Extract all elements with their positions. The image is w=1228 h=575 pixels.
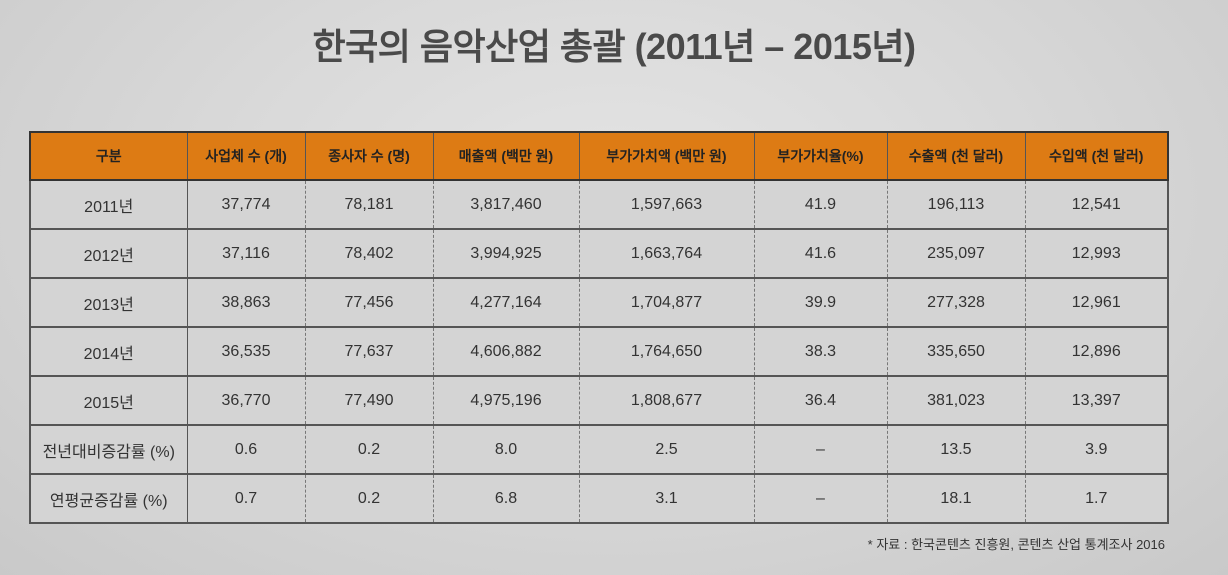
header-value-added: 부가가치액 (백만 원) [579,131,755,181]
cell-value-added-rate: 41.9 [754,180,888,230]
cell-sales: 4,277,164 [433,278,580,328]
table-row: 2013년 38,863 77,456 4,277,164 1,704,877 39.9 2… [29,278,1169,328]
cell-value-added: 1,764,650 [579,327,755,377]
cell-employees: 78,402 [305,229,434,279]
cell-value-added: 1,704,877 [579,278,755,328]
header-value-added-rate: 부가가치율(%) [754,131,888,181]
cell-value-added-rate: 36.4 [754,376,888,426]
cell-category: 연평균증감률 (%) [29,474,188,524]
cell-imports: 13,397 [1025,376,1169,426]
cell-employees: 77,456 [305,278,434,328]
cell-businesses: 37,116 [187,229,306,279]
cell-value-added-rate: 38.3 [754,327,888,377]
table-row: 연평균증감률 (%) 0.7 0.2 6.8 3.1–18.1 1.7 [29,474,1169,524]
cell-businesses: 0.7 [187,474,306,524]
cell-businesses: 36,535 [187,327,306,377]
cell-sales: 3,994,925 [433,229,580,279]
cell-employees: 0.2 [305,425,434,475]
cell-businesses: 38,863 [187,278,306,328]
cell-value-added: 2.5 [579,425,755,475]
cell-exports: 196,113 [887,180,1026,230]
header-employees: 종사자 수 (명) [305,131,434,181]
cell-imports: 12,541 [1025,180,1169,230]
cell-exports: 277,328 [887,278,1026,328]
header-exports: 수출액 (천 달러) [887,131,1026,181]
cell-exports: 335,650 [887,327,1026,377]
cell-exports: 381,023 [887,376,1026,426]
cell-sales: 4,606,882 [433,327,580,377]
cell-businesses: 36,770 [187,376,306,426]
table-row: 2014년 36,535 77,637 4,606,882 1,764,650 38.3 3… [29,327,1169,377]
cell-exports: 18.1 [887,474,1026,524]
cell-value-added-rate: 41.6 [754,229,888,279]
cell-employees: 78,181 [305,180,434,230]
page-title: 한국의 음악산업 총괄 (2011년 – 2015년) [312,26,916,67]
cell-value-added: 1,808,677 [579,376,755,426]
table-row: 2011년 37,774 78,181 3,817,460 1,597,663 41.9 1… [29,180,1169,230]
cell-category: 2014년 [29,327,188,377]
table-row: 2015년 36,770 77,490 4,975,196 1,808,677 36.4 3… [29,376,1169,426]
cell-sales: 6.8 [433,474,580,524]
cell-imports: 12,961 [1025,278,1169,328]
cell-value-added: 1,597,663 [579,180,755,230]
cell-imports: 1.7 [1025,474,1169,524]
cell-value-added: 3.1 [579,474,755,524]
cell-employees: 0.2 [305,474,434,524]
cell-imports: 3.9 [1025,425,1169,475]
cell-value-added-rate: – [754,474,888,524]
cell-sales: 4,975,196 [433,376,580,426]
cell-value-added-rate: 39.9 [754,278,888,328]
source-note: * 자료 : 한국콘텐츠 진흥원, 콘텐츠 산업 통계조사 2016 [867,537,1165,552]
cell-businesses: 37,774 [187,180,306,230]
cell-category: 2013년 [29,278,188,328]
music-industry-table: 구분 사업체 수 (개) 종사자 수 (명) 매출액 (백만 원) 부가가치액 … [29,131,1169,524]
table-header-row: 구분 사업체 수 (개) 종사자 수 (명) 매출액 (백만 원) 부가가치액 … [29,131,1169,181]
cell-imports: 12,993 [1025,229,1169,279]
cell-category: 2011년 [29,180,188,230]
cell-sales: 3,817,460 [433,180,580,230]
table-row: 2012년 37,116 78,402 3,994,925 1,663,764 41.6 2… [29,229,1169,279]
cell-category: 전년대비증감률 (%) [29,425,188,475]
cell-sales: 8.0 [433,425,580,475]
cell-category: 2012년 [29,229,188,279]
header-category: 구분 [29,131,188,181]
header-imports: 수입액 (천 달러) [1025,131,1169,181]
cell-exports: 13.5 [887,425,1026,475]
cell-employees: 77,490 [305,376,434,426]
cell-imports: 12,896 [1025,327,1169,377]
cell-businesses: 0.6 [187,425,306,475]
cell-exports: 235,097 [887,229,1026,279]
header-sales: 매출액 (백만 원) [433,131,580,181]
header-businesses: 사업체 수 (개) [187,131,306,181]
cell-value-added-rate: – [754,425,888,475]
cell-value-added: 1,663,764 [579,229,755,279]
cell-category: 2015년 [29,376,188,426]
cell-employees: 77,637 [305,327,434,377]
table-row: 전년대비증감률 (%) 0.6 0.2 8.0 2.5–13.5 3.9 [29,425,1169,475]
